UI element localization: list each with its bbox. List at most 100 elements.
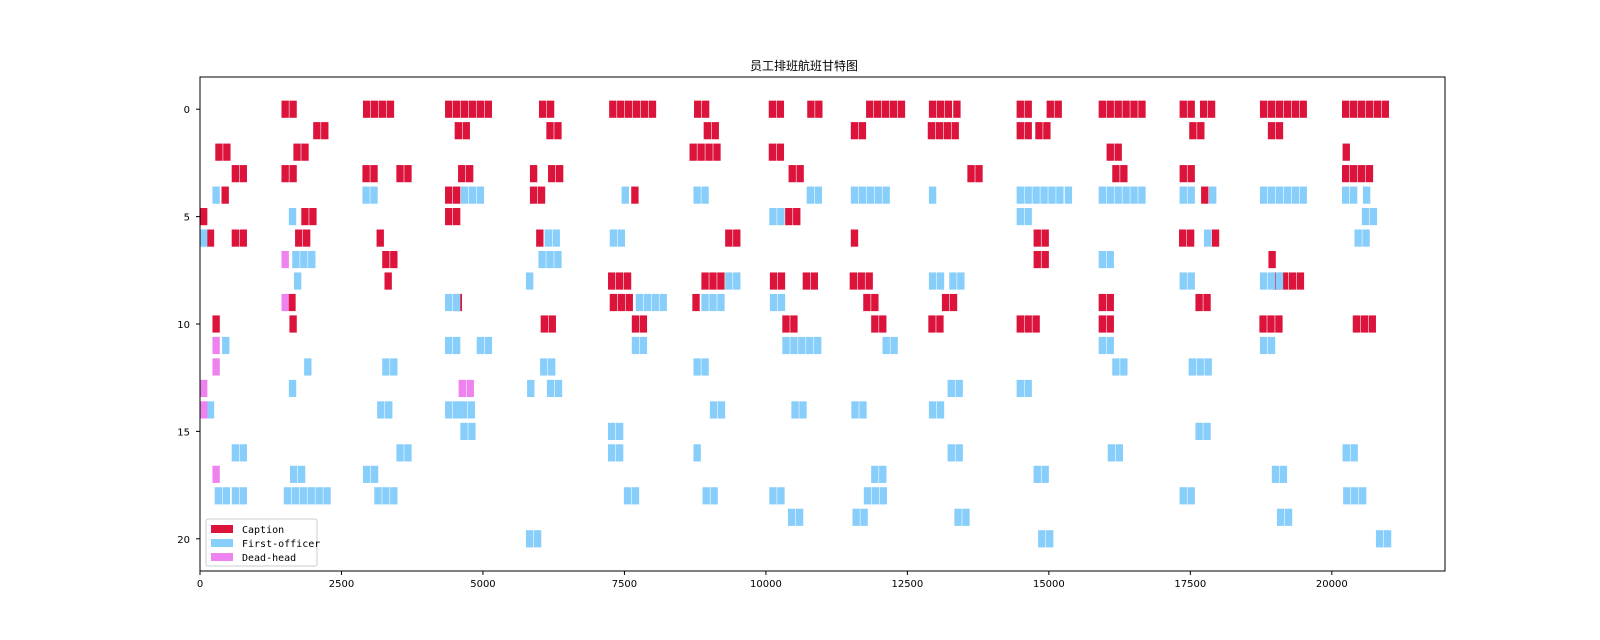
flight-bar-first-officer [377,401,385,419]
flight-bar-caption [941,293,950,312]
flight-bar-first-officer [777,208,785,226]
flight-bar-first-officer [1271,465,1280,483]
flight-bar-first-officer [552,229,560,247]
flight-bar-first-officer [787,508,796,526]
flight-bar-caption [928,315,936,333]
flight-bar-first-officer [538,250,546,269]
flight-bar-first-officer [615,422,624,440]
flight-bar-first-officer [1354,229,1362,247]
flight-bar-caption [1186,229,1195,247]
flight-bar-first-officer [882,186,890,204]
flight-bar-caption [1016,122,1024,140]
flight-bar-first-officer [806,336,814,355]
flight-bar-caption [1024,122,1032,140]
flight-bar-caption [615,272,624,290]
flight-bar-first-officer [635,293,644,312]
flight-bar-first-officer [382,358,390,376]
flight-bar-first-officer [659,293,667,312]
flight-bar-caption [452,208,461,226]
flight-bar-caption [1342,100,1350,118]
legend-swatch [211,539,233,547]
flight-bar-first-officer [1342,186,1350,204]
flight-bar-dead-head [200,401,208,419]
flight-bar-first-officer [533,530,542,548]
flight-bar-first-officer [288,379,297,398]
flight-bar-caption [1267,315,1275,333]
flight-bar-first-officer [1275,186,1284,204]
flight-bar-caption [967,165,975,183]
flight-bar-caption [625,293,633,312]
flight-bar-first-officer [460,186,469,204]
flight-bar-first-officer [860,508,868,526]
flight-bar-first-officer [769,487,777,505]
flight-bar-caption [454,122,463,140]
flight-bar-caption [376,229,384,247]
flight-bar-first-officer [709,401,718,419]
flight-bar-caption [200,208,208,226]
flight-bar-first-officer [806,186,815,204]
flight-bar-first-officer [1196,358,1204,376]
flight-bar-first-officer [717,401,726,419]
flight-bar-first-officer [609,229,618,247]
legend-label: Dead-head [242,553,296,564]
flight-bar-first-officer [1046,530,1054,548]
flight-bar-first-officer [769,293,778,312]
flight-bar-caption [1357,100,1366,118]
flight-bar-caption [711,122,719,140]
flight-bar-first-officer [1179,186,1187,204]
flight-bar-caption [221,186,229,204]
y-axis: 0 5 10 15 20 [177,105,200,546]
flight-bar-caption [1296,272,1305,290]
flight-bar-first-officer [540,358,548,376]
flight-bar-caption [788,165,796,183]
flight-bar-first-officer [527,379,535,398]
flight-bar-first-officer [879,465,887,483]
flight-bar-caption [384,272,392,290]
flight-bar-caption [802,272,811,290]
flight-bar-caption [537,186,546,204]
flight-bar-caption [1046,100,1054,118]
x-tick-label: 15000 [1033,579,1065,590]
flight-bar-first-officer [1276,508,1285,526]
flight-bar-caption [1035,122,1043,140]
flight-bar-caption [303,229,311,247]
flight-bar-first-officer [291,487,300,505]
flight-bar-caption [777,272,786,290]
flight-bar-caption [231,165,240,183]
flight-bar-first-officer [1040,186,1048,204]
flight-bar-first-officer [890,336,898,355]
x-tick-label: 7500 [612,579,637,590]
x-tick-label: 20000 [1316,579,1348,590]
flight-bar-caption [390,250,398,269]
flight-bar-first-officer [1024,379,1032,398]
flight-bar-caption [1187,100,1195,118]
flight-bar-first-officer [212,186,220,204]
flight-bar-caption [936,315,944,333]
flight-bar-first-officer [370,465,379,483]
flight-bar-caption [935,122,944,140]
flight-bar-caption [810,272,818,290]
flight-bar-first-officer [315,487,323,505]
flight-bar-caption [1365,165,1374,183]
flight-bar-first-officer [476,336,485,355]
flight-bar-first-officer [231,487,240,505]
flight-bar-first-officer [452,336,461,355]
flight-bar-caption [631,186,639,204]
flight-bar-first-officer [1106,336,1114,355]
flight-bar-first-officer [390,487,398,505]
flight-bar-caption [1199,100,1208,118]
flight-bar-caption [1207,100,1216,118]
flight-bar-first-officer [214,487,223,505]
flight-bar-first-officer [962,508,970,526]
flight-bar-first-officer [283,487,292,505]
flight-bar-caption [640,100,649,118]
flight-bar-caption [1203,293,1211,312]
flight-bar-caption [975,165,983,183]
flight-bar-first-officer [814,336,822,355]
flight-bar-first-officer [1187,487,1195,505]
flight-bar-caption [865,272,873,290]
legend-box [205,518,318,567]
flight-bar-caption [536,229,544,247]
flight-bar-first-officer [1120,358,1128,376]
flight-bar-caption [692,293,700,312]
